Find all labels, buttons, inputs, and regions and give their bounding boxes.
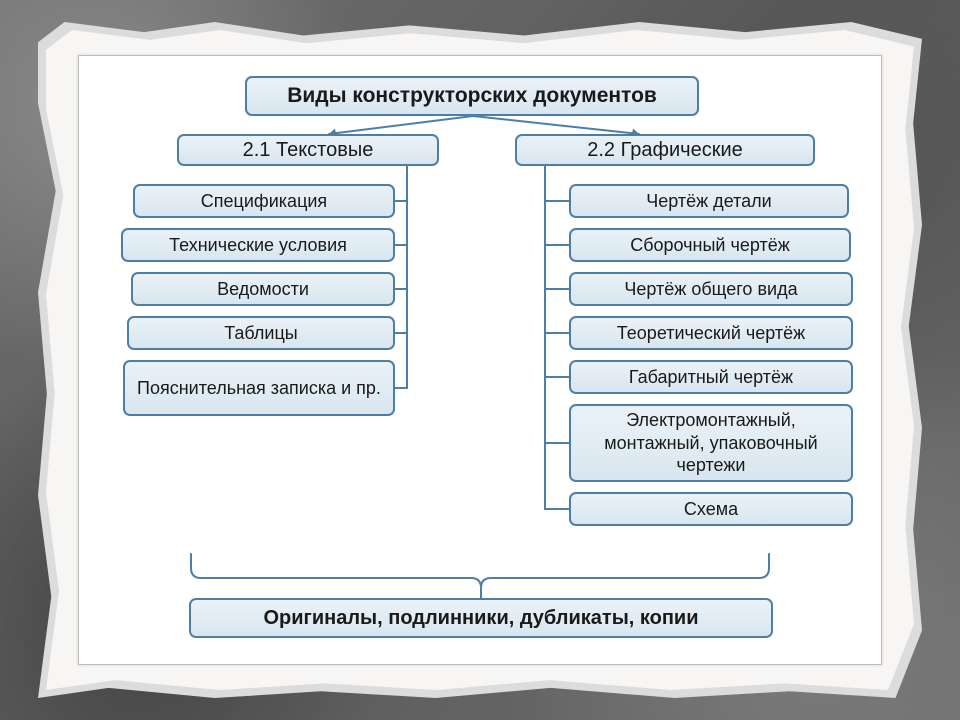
item-graphic-0: Чертёж детали [569,184,849,218]
item-text-1-label: Технические условия [169,234,347,257]
item-graphic-5-label: Электромонтажный, монтажный, упаковочный… [581,409,841,477]
bottom-box-label: Оригиналы, подлинники, дубликаты, копии [263,606,698,631]
item-graphic-3: Теоретический чертёж [569,316,853,350]
branch-text-box: 2.1 Текстовые [177,134,439,166]
branch-text-box-label: 2.1 Текстовые [243,138,374,163]
item-text-3-label: Таблицы [224,322,298,345]
item-text-3: Таблицы [127,316,395,350]
item-graphic-4-label: Габаритный чертёж [629,366,793,389]
item-graphic-5: Электромонтажный, монтажный, упаковочный… [569,404,853,482]
bottom-box: Оригиналы, подлинники, дубликаты, копии [189,598,773,638]
item-text-2-label: Ведомости [217,278,309,301]
item-graphic-0-label: Чертёж детали [646,190,771,213]
item-graphic-2: Чертёж общего вида [569,272,853,306]
item-text-1: Технические условия [121,228,395,262]
item-text-4: Пояснительная записка и пр. [123,360,395,416]
item-graphic-3-label: Теоретический чертёж [617,322,805,345]
item-graphic-6: Схема [569,492,853,526]
branch-graphic-box-label: 2.2 Графические [587,138,743,163]
branch-graphic-box: 2.2 Графические [515,134,815,166]
diagram-frame: Виды конструкторских документов 2.1 Текст… [78,55,882,665]
root-box-label: Виды конструкторских документов [287,83,657,109]
item-text-0: Спецификация [133,184,395,218]
item-graphic-6-label: Схема [684,498,738,521]
item-graphic-2-label: Чертёж общего вида [624,278,797,301]
item-graphic-1-label: Сборочный чертёж [630,234,790,257]
item-text-2: Ведомости [131,272,395,306]
root-box: Виды конструкторских документов [245,76,699,116]
item-text-4-label: Пояснительная записка и пр. [137,377,381,400]
item-graphic-4: Габаритный чертёж [569,360,853,394]
item-text-0-label: Спецификация [201,190,327,213]
item-graphic-1: Сборочный чертёж [569,228,851,262]
